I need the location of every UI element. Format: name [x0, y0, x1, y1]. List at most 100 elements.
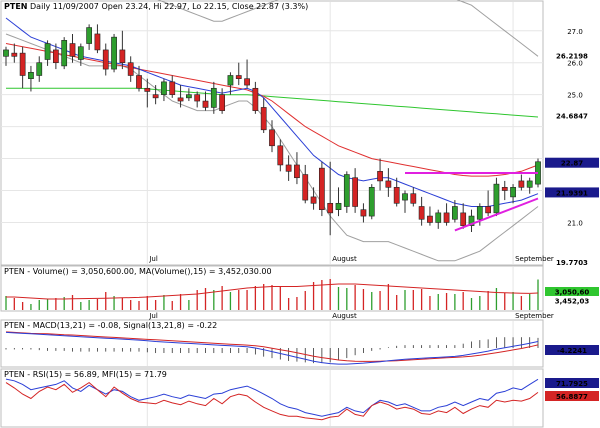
- candle-body: [352, 177, 359, 207]
- candle-body: [77, 46, 84, 60]
- price-axis-layer: 27.0 26.0 25.0 21.0 26.2198 24.6847 22.87 21.93…: [545, 28, 599, 267]
- candle-body: [169, 81, 176, 95]
- candle: [485, 190, 492, 217]
- month-label-layer: Jul Jul August August September September: [148, 255, 554, 320]
- candle-body: [61, 40, 68, 67]
- candle: [360, 203, 367, 223]
- candle: [294, 152, 300, 185]
- candle: [418, 196, 425, 226]
- macd-panel-label: PTEN - MACD(13,21) = -0.08, Signal(13,21…: [4, 321, 217, 330]
- candle-body: [435, 212, 442, 223]
- candle-body: [94, 33, 101, 51]
- candle: [285, 155, 292, 181]
- candle: [185, 88, 192, 102]
- macd-value-tag-bg: [545, 345, 599, 355]
- candle: [501, 180, 508, 201]
- candle-body: [410, 193, 417, 204]
- candle: [36, 56, 43, 82]
- candle: [235, 62, 242, 86]
- candle: [385, 168, 392, 197]
- candle-body: [377, 171, 383, 182]
- candle-body: [119, 49, 126, 64]
- candle: [102, 43, 109, 76]
- candle: [144, 78, 151, 108]
- volume-panel-label: PTEN - Volume() = 3,050,600.00, MA(Volum…: [4, 267, 272, 276]
- candle: [19, 46, 26, 89]
- price-header-ticker: PTEN: [4, 2, 27, 11]
- candle-body: [385, 180, 392, 188]
- candle: [3, 46, 9, 66]
- candle: [169, 75, 176, 98]
- candle: [277, 139, 284, 172]
- candle: [252, 81, 259, 114]
- candle-body: [327, 202, 334, 214]
- candle-body: [360, 209, 367, 217]
- candle-body: [19, 52, 26, 76]
- price-value-tag: 24.6847: [545, 110, 599, 121]
- volume-value-tag-text: 3,452,03: [555, 298, 590, 306]
- candle-body: [44, 43, 51, 60]
- ma-fast-line: [5, 17, 539, 207]
- volume-layer: 3,050,603,452,03: [5, 279, 599, 310]
- rsi-value-tag: 56.8877: [545, 391, 599, 401]
- band-upper-line: [157, 0, 539, 57]
- candle: [11, 43, 18, 63]
- candle-body: [227, 75, 234, 86]
- candle-body: [111, 36, 117, 70]
- candle-body: [269, 129, 275, 147]
- macd-line: [5, 331, 539, 365]
- candle: [352, 168, 359, 213]
- rsi-line: [5, 381, 539, 421]
- candle-body: [144, 87, 151, 92]
- candle-body: [177, 97, 184, 102]
- candle: [518, 174, 525, 191]
- candle: [244, 59, 250, 89]
- price-tick-label: 21.0: [567, 219, 583, 227]
- candle-body: [28, 71, 34, 79]
- candle: [327, 161, 334, 236]
- candle-body: [235, 75, 242, 79]
- volume-value-tag-bg: [545, 287, 599, 296]
- price-value-tag-bg: [545, 256, 599, 267]
- macd-panel-frame: [0, 319, 544, 368]
- price-value-tag: 22.87: [545, 157, 599, 168]
- candle: [44, 40, 51, 66]
- candle-body: [136, 75, 142, 89]
- candle-body: [11, 52, 18, 57]
- macd-layer: -4.2241: [5, 331, 599, 365]
- macd-signal-line: [5, 331, 539, 362]
- candle: [94, 24, 101, 54]
- candle-body: [368, 187, 375, 217]
- price-value-tag-bg: [545, 110, 599, 121]
- candle: [111, 33, 117, 73]
- candle: [28, 65, 34, 92]
- candle-body: [161, 81, 167, 95]
- month-label: August: [332, 255, 357, 263]
- candle: [368, 184, 375, 220]
- candle-body: [393, 187, 400, 204]
- candle: [468, 209, 475, 233]
- rsi-value-tag: 71.7925: [545, 378, 599, 388]
- candle: [377, 158, 383, 191]
- candle-body: [86, 27, 93, 44]
- candle-body: [102, 49, 109, 70]
- candle: [194, 91, 201, 108]
- candle: [343, 171, 350, 213]
- candle-body: [335, 202, 342, 210]
- candle: [119, 30, 126, 70]
- volume-value-tag: 3,452,03: [545, 296, 599, 306]
- candle-body: [501, 187, 508, 191]
- candle-body: [52, 49, 59, 64]
- candle: [136, 65, 142, 92]
- candle-body: [252, 87, 259, 111]
- month-label-volume: September: [515, 312, 554, 320]
- candle-body: [518, 180, 525, 188]
- candle: [127, 56, 134, 82]
- candle-body: [310, 196, 317, 204]
- volume-value-tag-bg: [545, 296, 599, 305]
- candle: [227, 72, 234, 95]
- candle-body: [152, 94, 159, 99]
- candle: [260, 97, 267, 133]
